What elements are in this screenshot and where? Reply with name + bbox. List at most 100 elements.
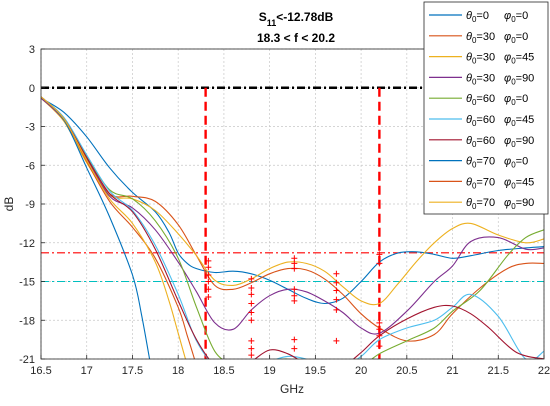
legend-box <box>423 1 549 215</box>
legend-theta: θ0=30 <box>466 31 495 45</box>
x-tick-label: 19 <box>264 365 276 377</box>
band-marker <box>205 264 212 271</box>
band-marker <box>291 286 298 293</box>
band-marker <box>248 300 255 307</box>
band-marker <box>376 319 383 326</box>
axis-ticks: 16.5 17 17.5 18 18.5 19 19.5 20 20.5 21 21.5 22 3 0 -3… <box>19 44 550 377</box>
legend-theta: θ0=30 <box>466 72 495 86</box>
legend-item: θ0=60 φ0=0 <box>429 93 528 107</box>
band-marker <box>333 270 340 277</box>
x-tick-label: 20.5 <box>396 365 417 377</box>
band-marker <box>333 287 340 294</box>
band-marker <box>248 309 255 316</box>
x-tick-label: 16.5 <box>30 365 51 377</box>
legend-phi: φ0=0 <box>504 93 528 107</box>
band-marker <box>205 257 212 264</box>
legend-phi: φ0=45 <box>504 114 534 128</box>
y-tick-label: -9 <box>25 199 35 211</box>
legend-theta: θ0=0 <box>466 10 489 24</box>
band-marker <box>376 332 383 339</box>
legend-theta: θ0=30 <box>466 52 495 66</box>
y-tick-label: -21 <box>19 354 35 366</box>
y-tick-label: -18 <box>19 315 35 327</box>
band-marker <box>205 278 212 285</box>
x-axis-label: GHz <box>280 382 304 396</box>
y-tick-label: -15 <box>19 277 35 289</box>
band-marker <box>205 286 212 293</box>
x-tick-label: 17.5 <box>122 365 143 377</box>
legend-item: θ0=0 φ0=0 <box>429 10 528 24</box>
x-tick-label: 17 <box>81 365 93 377</box>
legend-item: θ0=70 φ0=0 <box>429 156 528 170</box>
legend-phi: φ0=0 <box>504 156 528 170</box>
band-marker <box>333 279 340 286</box>
series-line-6 <box>41 96 544 359</box>
legend-item: θ0=70 φ0=45 <box>429 176 534 190</box>
legend-phi: φ0=0 <box>504 31 528 45</box>
band-marker <box>291 345 298 352</box>
band-marker <box>291 260 298 267</box>
legend: θ0=0 φ0=0 θ0=30 φ0=0 θ0=30 φ0=45 θ0=30 φ0=90 θ0=… <box>423 1 549 215</box>
x-tick-label: 22 <box>538 365 550 377</box>
series-line-7 <box>41 96 544 359</box>
series-lines <box>41 96 544 359</box>
y-tick-label: -6 <box>25 160 35 172</box>
band-marker <box>248 337 255 344</box>
band-marker <box>248 284 255 291</box>
legend-phi: φ0=0 <box>504 10 528 24</box>
legend-phi: φ0=45 <box>504 52 534 66</box>
x-tick-label: 18 <box>172 365 184 377</box>
band-markers <box>205 251 383 359</box>
legend-phi: φ0=90 <box>504 197 534 211</box>
legend-phi: φ0=90 <box>504 72 534 86</box>
band-marker <box>205 272 212 279</box>
band-marker <box>376 260 383 267</box>
band-marker <box>376 326 383 333</box>
band-marker <box>333 296 340 303</box>
legend-theta: θ0=70 <box>466 176 495 190</box>
series-line-8 <box>41 96 151 359</box>
y-tick-label: 3 <box>29 44 35 56</box>
x-tick-label: 19.5 <box>305 365 326 377</box>
band-marker <box>333 337 340 344</box>
y-tick-label: 0 <box>29 83 35 95</box>
band-marker <box>291 255 298 262</box>
chart-title: S11<-12.78dB <box>259 10 334 28</box>
legend-item: θ0=60 φ0=45 <box>429 114 534 128</box>
x-tick-label: 21 <box>446 365 458 377</box>
legend-theta: θ0=60 <box>466 135 495 149</box>
band-marker <box>333 306 340 313</box>
legend-theta: θ0=60 <box>466 93 495 107</box>
legend-phi: φ0=90 <box>504 135 534 149</box>
band-marker <box>248 352 255 359</box>
band-marker <box>376 251 383 258</box>
band-marker <box>248 275 255 282</box>
band-marker <box>205 294 212 300</box>
band-marker <box>291 336 298 343</box>
legend-phi: φ0=45 <box>504 176 534 190</box>
band-marker <box>291 292 298 299</box>
chart-subtitle: 18.3 < f < 20.2 <box>257 31 335 45</box>
band-marker <box>376 343 383 350</box>
series-line-5 <box>41 96 544 359</box>
legend-theta: θ0=70 <box>466 197 495 211</box>
y-tick-label: -12 <box>19 238 35 250</box>
x-tick-label: 20 <box>355 365 367 377</box>
band-marker <box>291 265 298 272</box>
band-marker <box>248 317 255 324</box>
series-line-1 <box>41 97 544 305</box>
legend-item: θ0=30 φ0=0 <box>429 31 528 45</box>
y-axis-label: dB <box>2 197 16 212</box>
y-tick-label: -3 <box>25 122 35 134</box>
legend-theta: θ0=60 <box>466 114 495 128</box>
band-marker <box>248 291 255 298</box>
x-tick-label: 18.5 <box>213 365 234 377</box>
legend-theta: θ0=70 <box>466 156 495 170</box>
series-line-2 <box>41 97 544 342</box>
band-marker <box>248 345 255 352</box>
series-line-10 <box>41 96 187 359</box>
series-line-4 <box>41 97 544 335</box>
band-marker <box>291 297 298 304</box>
